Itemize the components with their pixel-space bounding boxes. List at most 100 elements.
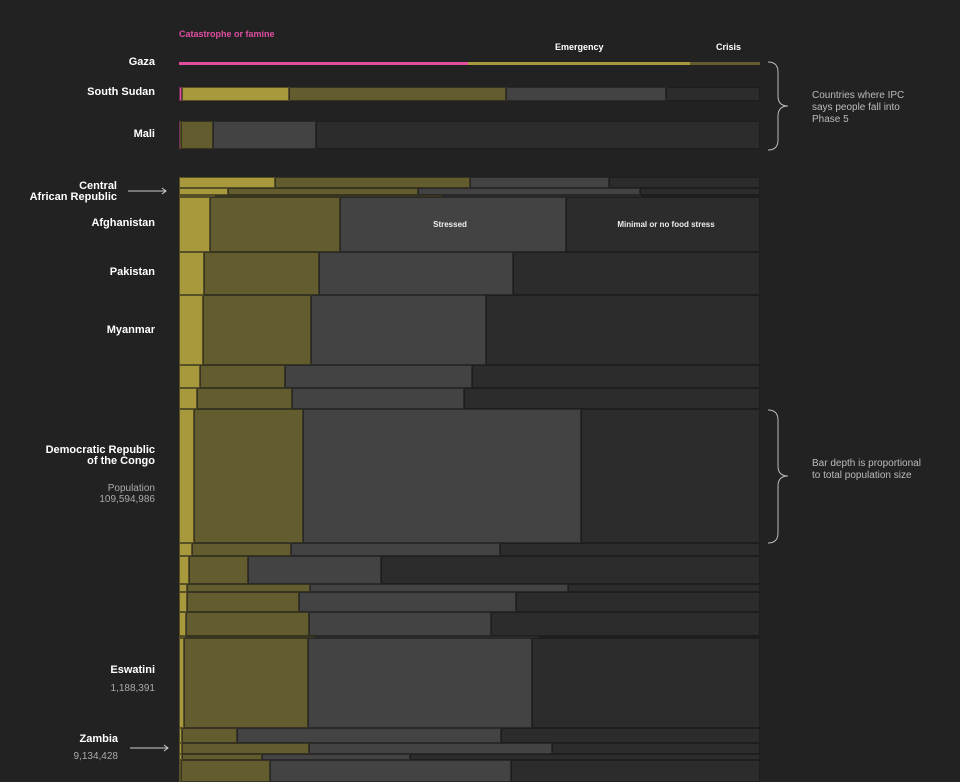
bar-segment-row-4-phase-1 xyxy=(639,188,760,195)
bar-segment-row-14-phase-2 xyxy=(310,584,569,592)
bar-segment-row-14-phase-3 xyxy=(187,584,311,592)
bar-segment-row-10-phase-2 xyxy=(292,388,465,409)
bar-segment-zambia-phase-2 xyxy=(309,743,552,754)
bar-segment-gaza-phase-3 xyxy=(689,62,760,65)
bar-segment-gaza-phase-4 xyxy=(467,62,690,65)
bar-segment-central-african-republic-phase-3 xyxy=(274,177,471,188)
phase5-note: Countries where IPC says people fall int… xyxy=(812,90,905,125)
bar-segment-eswatini-phase-3 xyxy=(184,638,308,728)
bar-segment-democratic-republic-of-the-congo-phase-4 xyxy=(179,409,195,543)
bar-segment-row-17-phase-2 xyxy=(314,636,540,638)
bar-segment-row-14-phase-4 xyxy=(179,584,188,592)
bar-segment-row-15-phase-3 xyxy=(187,592,300,612)
bar-segment-row-21-phase-2 xyxy=(262,754,411,760)
row-label-pakistan: Pakistan xyxy=(109,266,155,278)
label-stressed: Stressed xyxy=(433,220,467,229)
bar-segment-row-4-phase-3 xyxy=(227,188,418,195)
drc-population: 109,594,986 xyxy=(99,494,155,505)
bar-segment-row-16-phase-4 xyxy=(179,612,186,636)
label-minimal: Minimal or no food stress xyxy=(617,220,715,229)
bar-segment-row-9-phase-3 xyxy=(199,365,285,388)
bar-segment-row-10-phase-3 xyxy=(197,388,293,409)
bar-segment-myanmar-phase-2 xyxy=(310,295,486,365)
bar-segment-row-5-phase-1 xyxy=(640,195,760,197)
bar-segment-afghanistan-phase-1 xyxy=(565,197,760,252)
bar-segment-row-15-phase-4 xyxy=(179,592,188,612)
bar-segment-myanmar-phase-4 xyxy=(179,295,203,365)
bar-segment-row-13-phase-2 xyxy=(248,556,382,584)
bar-segment-eswatini-phase-2 xyxy=(307,638,533,728)
bar-segment-zambia-phase-1 xyxy=(552,743,760,754)
eswatini-population: 1,188,391 xyxy=(110,683,156,694)
bracket-depth xyxy=(767,409,789,544)
row-label-afghanistan: Afghanistan xyxy=(91,217,155,229)
bar-segment-mali-phase-2 xyxy=(213,121,316,149)
bracket-phase5 xyxy=(767,61,789,151)
bar-segment-row-10-phase-1 xyxy=(464,388,760,409)
depth-note: Bar depth is proportional to total popul… xyxy=(812,458,921,481)
bar-segment-south-sudan-phase-5 xyxy=(179,87,182,101)
bar-segment-pakistan-phase-3 xyxy=(203,252,319,295)
bar-segment-myanmar-phase-3 xyxy=(202,295,311,365)
bar-segment-south-sudan-phase-1 xyxy=(666,87,760,101)
bar-segment-row-12-phase-3 xyxy=(191,543,291,556)
bar-segment-row-21-phase-3 xyxy=(181,754,263,760)
row-label-car-2: African Republic xyxy=(29,191,117,203)
bar-segment-mali-phase-4 xyxy=(179,121,182,149)
bar-segment-row-19-phase-2 xyxy=(237,728,501,743)
bar-segment-row-5-phase-4 xyxy=(179,195,216,197)
bar-segment-row-10-phase-4 xyxy=(179,388,197,409)
bar-segment-row-12-phase-1 xyxy=(500,543,760,556)
bar-segment-zambia-phase-4 xyxy=(179,743,182,754)
bar-segment-row-14-phase-1 xyxy=(568,584,760,592)
bar-segment-south-sudan-phase-2 xyxy=(505,87,667,101)
bar-segment-row-21-phase-1 xyxy=(410,754,760,760)
bar-segment-row-13-phase-3 xyxy=(188,556,249,584)
bar-segment-eswatini-phase-1 xyxy=(532,638,760,728)
bar-segment-eswatini-phase-4 xyxy=(179,638,185,728)
bar-segment-afghanistan-phase-4 xyxy=(179,197,210,252)
bar-segment-row-19-phase-4 xyxy=(179,728,182,743)
bar-segment-democratic-republic-of-the-congo-phase-2 xyxy=(303,409,582,543)
bar-segment-row-15-phase-2 xyxy=(299,592,516,612)
bar-segment-row-5-phase-2 xyxy=(442,195,641,197)
bar-segment-gaza-phase-5 xyxy=(179,62,468,65)
bar-segment-mali-phase-3 xyxy=(181,121,214,149)
bar-segment-central-african-republic-phase-4 xyxy=(179,177,275,188)
bar-segment-pakistan-phase-4 xyxy=(179,252,204,295)
row-label-south-sudan: South Sudan xyxy=(87,86,155,98)
bar-segment-central-african-republic-phase-2 xyxy=(470,177,609,188)
bar-segment-row-16-phase-3 xyxy=(185,612,310,636)
row-label-zambia: Zambia xyxy=(79,733,118,745)
bar-segment-pakistan-phase-1 xyxy=(513,252,760,295)
row-label-car-1: Central xyxy=(79,180,117,192)
row-label-mali: Mali xyxy=(133,128,155,140)
row-label-eswatini: Eswatini xyxy=(110,664,155,676)
bar-segment-row-17-phase-1 xyxy=(539,636,760,638)
bar-segment-row-4-phase-2 xyxy=(417,188,640,195)
bar-segment-row-5-phase-3 xyxy=(215,195,443,197)
bar-segment-south-sudan-phase-3 xyxy=(288,87,506,101)
bar-segment-row-13-phase-1 xyxy=(381,556,760,584)
bar-segment-row-15-phase-1 xyxy=(515,592,760,612)
row-label-drc-1: Democratic Republic xyxy=(45,444,155,456)
bar-segment-row-9-phase-2 xyxy=(284,365,472,388)
bar-segment-row-19-phase-1 xyxy=(500,728,760,743)
bar-segment-afghanistan-phase-3 xyxy=(209,197,340,252)
bar-segment-democratic-republic-of-the-congo-phase-1 xyxy=(581,409,760,543)
bar-segment-mali-phase-1 xyxy=(315,121,760,149)
bar-segment-row-9-phase-4 xyxy=(179,365,200,388)
arrow-car-icon xyxy=(128,187,167,195)
bar-segment-row-12-phase-2 xyxy=(290,543,501,556)
bar-segment-row-9-phase-1 xyxy=(471,365,760,388)
bar-segment-row-16-phase-1 xyxy=(490,612,760,636)
bar-segment-row-21-phase-4 xyxy=(179,754,182,760)
bar-segment-south-sudan-phase-4 xyxy=(181,87,289,101)
population-label: Population xyxy=(107,483,155,494)
arrow-zambia-icon xyxy=(130,744,169,752)
header-crisis: Crisis xyxy=(716,42,742,52)
bar-segment-row-19-phase-3 xyxy=(181,728,238,743)
zambia-population: 9,134,428 xyxy=(73,751,119,762)
bar-segment-row-17-phase-3 xyxy=(184,636,315,638)
